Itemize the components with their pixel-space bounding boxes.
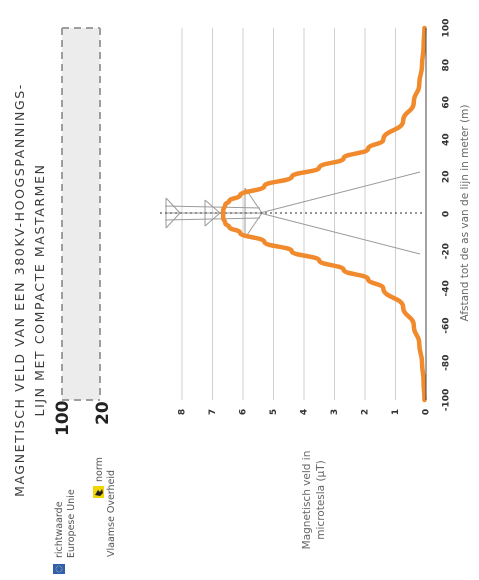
y-tick-label: 3 [330, 409, 340, 415]
x-tick-label: 80 [442, 59, 452, 72]
x-tick-label: 100 [442, 19, 452, 38]
y-tick-label: 6 [239, 409, 249, 415]
x-tick-label: 0 [442, 211, 452, 217]
legend-flanders-value: 20 [93, 401, 113, 425]
x-tick-label: 40 [442, 133, 452, 146]
y-tick-label: 1 [391, 409, 401, 415]
x-tick-labels: -100 -80 -60 -40 -20 0 20 40 60 80 100 [442, 19, 452, 412]
x-tick-label: 20 [442, 171, 452, 184]
series-line [220, 25, 427, 403]
legend-eu-label-1: richtwaarde [54, 501, 65, 558]
legend-flanders-label-2: Vlaamse Overheid [106, 470, 117, 557]
chart-title-line-2: LIJN MET COMPACTE MASTARMEN [32, 163, 47, 416]
legend-flanders-label-1: norm [94, 457, 105, 482]
x-tick-label: -20 [442, 243, 452, 259]
legend-eu-label-2: Europese Unie [66, 489, 77, 558]
y-axis-label-line-1: Magnetisch veld in [301, 451, 313, 550]
y-tick-label: 0 [422, 409, 432, 415]
y-tick-label: 4 [300, 409, 310, 415]
x-tick-label: -100 [442, 389, 452, 412]
x-tick-label: 60 [442, 96, 452, 109]
x-axis-label: Afstand tot de as van de lijn in meter (… [459, 105, 471, 322]
y-tick-label: 5 [269, 409, 279, 415]
reference-lines [61, 27, 101, 401]
eu-flag-icon [53, 564, 65, 574]
y-tick-label: 7 [208, 409, 218, 415]
legend-eu-value: 100 [53, 400, 73, 436]
gridlines [181, 28, 396, 400]
x-tick-label: -60 [442, 317, 452, 333]
x-tick-label: -80 [442, 355, 452, 371]
y-tick-labels: 0 1 2 3 4 5 6 7 8 [178, 409, 432, 415]
chart-title-line-1: MAGNETISCH VELD VAN EEN 380KV-HOOGSPANNI… [12, 83, 27, 497]
y-tick-label: 8 [178, 409, 188, 415]
plot-area [61, 25, 427, 403]
y-tick-label: 2 [361, 409, 371, 415]
legend-flanders: norm Vlaamse Overheid 20 [93, 401, 117, 557]
reference-band [62, 28, 100, 400]
legend-eu: richtwaarde Europese Unie 100 [53, 400, 77, 574]
y-axis-label-line-2: microtesla (µT) [315, 460, 327, 539]
x-tick-label: -40 [442, 280, 452, 296]
